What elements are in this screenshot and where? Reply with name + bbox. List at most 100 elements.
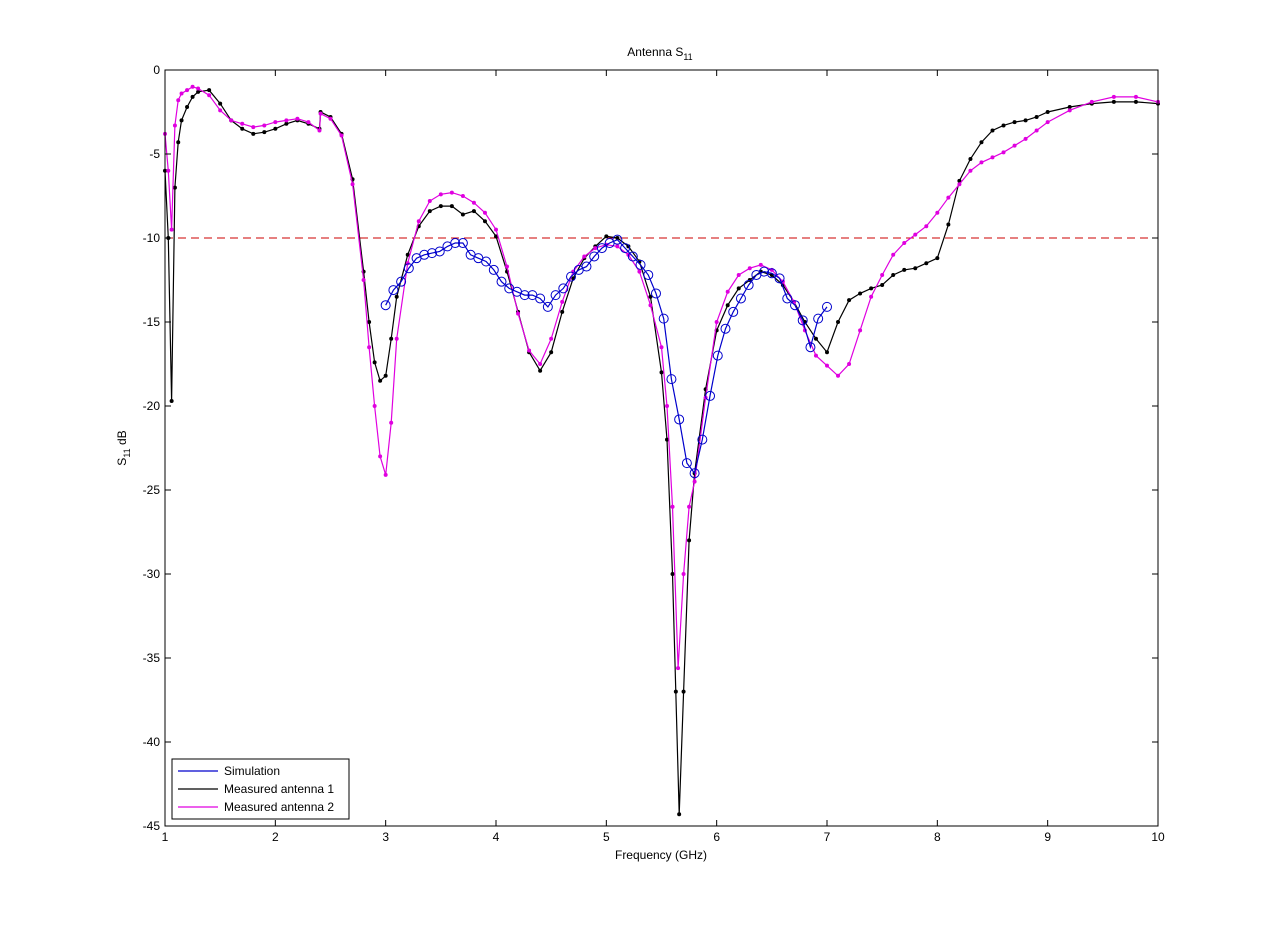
y-tick-label: 0 bbox=[153, 63, 160, 77]
data-point bbox=[218, 101, 223, 106]
data-point bbox=[615, 236, 620, 240]
data-point bbox=[635, 259, 646, 270]
data-point bbox=[527, 348, 532, 353]
data-point bbox=[240, 121, 245, 126]
data-point bbox=[505, 264, 510, 269]
data-point bbox=[1012, 120, 1017, 125]
data-point bbox=[880, 272, 885, 277]
data-point bbox=[666, 374, 677, 385]
data-point bbox=[847, 362, 852, 366]
data-point bbox=[681, 458, 692, 469]
x-tick-label: 3 bbox=[382, 830, 389, 844]
x-axis-label: Frequency (GHz) bbox=[615, 848, 707, 862]
series-2 bbox=[163, 84, 1160, 671]
data-point bbox=[560, 299, 565, 304]
data-point bbox=[196, 89, 201, 94]
data-point bbox=[627, 251, 638, 262]
data-point bbox=[813, 353, 818, 358]
data-point bbox=[924, 261, 929, 266]
data-point bbox=[665, 437, 670, 442]
data-point bbox=[538, 362, 543, 366]
data-point bbox=[560, 309, 565, 314]
data-point bbox=[692, 479, 697, 484]
data-point bbox=[449, 204, 454, 209]
data-point bbox=[659, 345, 664, 350]
data-point bbox=[549, 336, 554, 341]
data-point bbox=[687, 538, 692, 543]
data-point bbox=[372, 360, 377, 365]
data-point bbox=[946, 222, 951, 227]
data-point bbox=[979, 140, 984, 145]
data-point bbox=[394, 294, 399, 299]
y-tick-label: -20 bbox=[143, 399, 161, 413]
data-point bbox=[1111, 94, 1116, 99]
chart-title-main: Antenna S bbox=[627, 45, 683, 59]
data-point bbox=[758, 262, 763, 267]
data-point bbox=[427, 248, 438, 259]
data-point bbox=[743, 280, 754, 291]
series-1 bbox=[163, 88, 1160, 817]
data-point bbox=[416, 219, 421, 224]
x-tick-label: 1 bbox=[162, 830, 169, 844]
data-point bbox=[438, 192, 443, 197]
y-tick-label: -15 bbox=[143, 315, 161, 329]
data-point bbox=[273, 120, 278, 125]
data-point bbox=[604, 234, 609, 239]
data-point bbox=[913, 266, 918, 271]
data-point bbox=[759, 266, 770, 277]
data-point bbox=[172, 185, 177, 190]
data-point bbox=[1045, 120, 1050, 125]
data-point bbox=[581, 261, 592, 272]
data-point bbox=[380, 300, 391, 311]
x-tick-label: 7 bbox=[824, 830, 831, 844]
data-point bbox=[389, 336, 394, 341]
data-point bbox=[471, 209, 476, 214]
x-tick-label: 10 bbox=[1151, 830, 1165, 844]
data-point bbox=[689, 468, 700, 479]
x-tick-label: 8 bbox=[934, 830, 941, 844]
data-point bbox=[822, 301, 832, 312]
legend-label: Simulation bbox=[224, 764, 280, 778]
legend-label: Measured antenna 2 bbox=[224, 800, 334, 814]
data-point bbox=[190, 94, 195, 99]
data-point bbox=[913, 232, 918, 237]
data-point bbox=[805, 342, 816, 353]
data-point bbox=[207, 88, 212, 93]
data-point bbox=[665, 404, 670, 408]
data-point bbox=[1133, 99, 1138, 104]
chart-title-subscript: 11 bbox=[683, 52, 692, 62]
data-point bbox=[813, 336, 818, 341]
data-point bbox=[383, 373, 388, 378]
data-point bbox=[403, 263, 414, 274]
data-point bbox=[460, 194, 465, 198]
data-point bbox=[172, 123, 177, 128]
data-point bbox=[968, 157, 973, 162]
data-point bbox=[558, 283, 569, 294]
data-point bbox=[880, 283, 885, 288]
legend-label: Measured antenna 1 bbox=[224, 782, 334, 796]
data-point bbox=[396, 276, 407, 287]
data-point bbox=[677, 812, 682, 817]
data-point bbox=[736, 286, 741, 291]
data-point bbox=[705, 390, 716, 401]
data-point bbox=[383, 472, 388, 477]
data-point bbox=[935, 210, 940, 215]
data-point bbox=[797, 315, 808, 326]
axes: 1 2 3 4 5 6 7 8 9 10 0 -5 -10 -15 -20 -25 -30 -35 -40 -45 bbox=[143, 63, 1165, 844]
data-point bbox=[328, 116, 333, 121]
data-point bbox=[372, 404, 377, 408]
data-point bbox=[593, 246, 598, 251]
data-point bbox=[714, 320, 719, 324]
data-point bbox=[712, 350, 723, 361]
data-point bbox=[1067, 108, 1072, 113]
data-point bbox=[1089, 99, 1094, 104]
data-point bbox=[825, 363, 829, 368]
data-point bbox=[229, 118, 234, 123]
data-point bbox=[273, 126, 278, 131]
data-point bbox=[891, 252, 896, 257]
data-point bbox=[836, 320, 841, 324]
data-point bbox=[494, 234, 498, 239]
data-point bbox=[902, 241, 907, 246]
data-point bbox=[612, 234, 623, 245]
data-point bbox=[535, 293, 546, 304]
